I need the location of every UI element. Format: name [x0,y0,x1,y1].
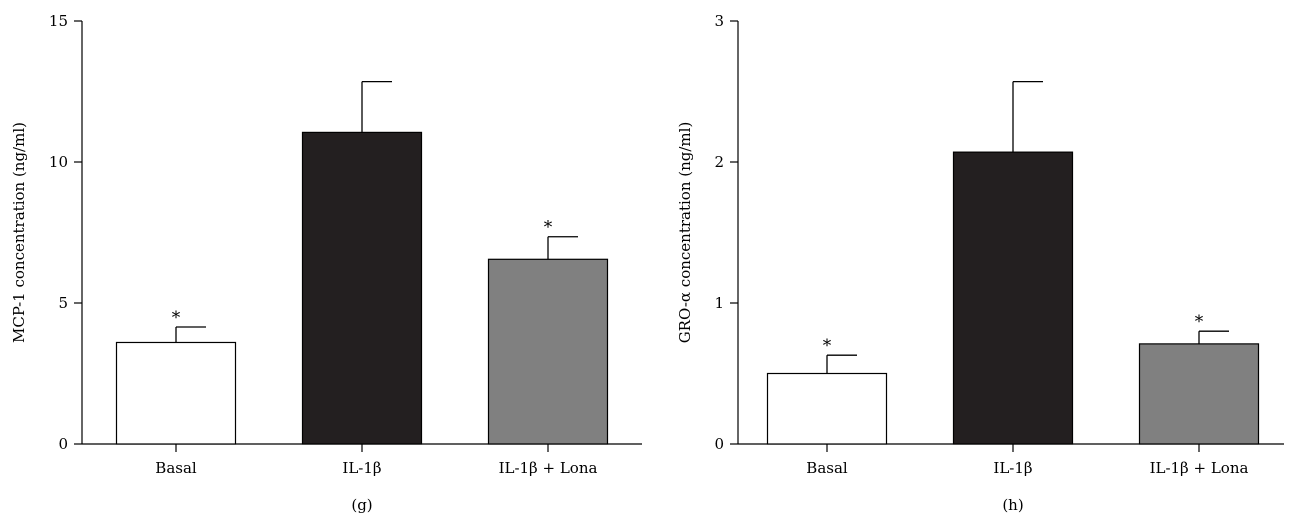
y-tick-label: 10 [49,153,68,171]
y-tick-label: 5 [58,294,68,312]
panel-label: (g) [351,496,372,514]
chart-h: 0 1 2 3 * Basal IL-1β * IL-1β + Lona GRO-α concen… [676,12,1284,514]
y-axis-label: MCP-1 concentration (ng/ml) [10,122,28,343]
y-tick-label: 3 [714,12,724,30]
bar [115,341,237,445]
chart-g: 0 5 10 15 * Basal IL-1β * IL-1β + Lona MCP-1 conc… [10,12,642,514]
y-tick-label: 15 [49,12,68,30]
category-label: Basal [806,459,848,477]
significance-marker: * [1195,312,1204,332]
y-tick-label: 0 [58,435,68,453]
y-tick-label: 2 [714,153,724,171]
panel-label: (h) [1002,496,1023,514]
y-tick-label: 0 [714,435,724,453]
category-label: Basal [155,459,197,477]
significance-marker: * [544,218,553,238]
category-label: IL-1β + Lona [1150,459,1249,477]
bar [1138,343,1260,445]
bar [766,372,888,445]
bar [301,131,423,445]
y-axis-label: GRO-α concentration (ng/ml) [676,122,694,344]
significance-marker: * [823,336,832,356]
bar [952,151,1074,445]
y-tick-label: 1 [714,294,724,312]
significance-marker: * [172,308,181,328]
category-label: IL-1β + Lona [499,459,598,477]
category-label: IL-1β [342,459,381,477]
category-label: IL-1β [993,459,1032,477]
bar [487,258,609,445]
